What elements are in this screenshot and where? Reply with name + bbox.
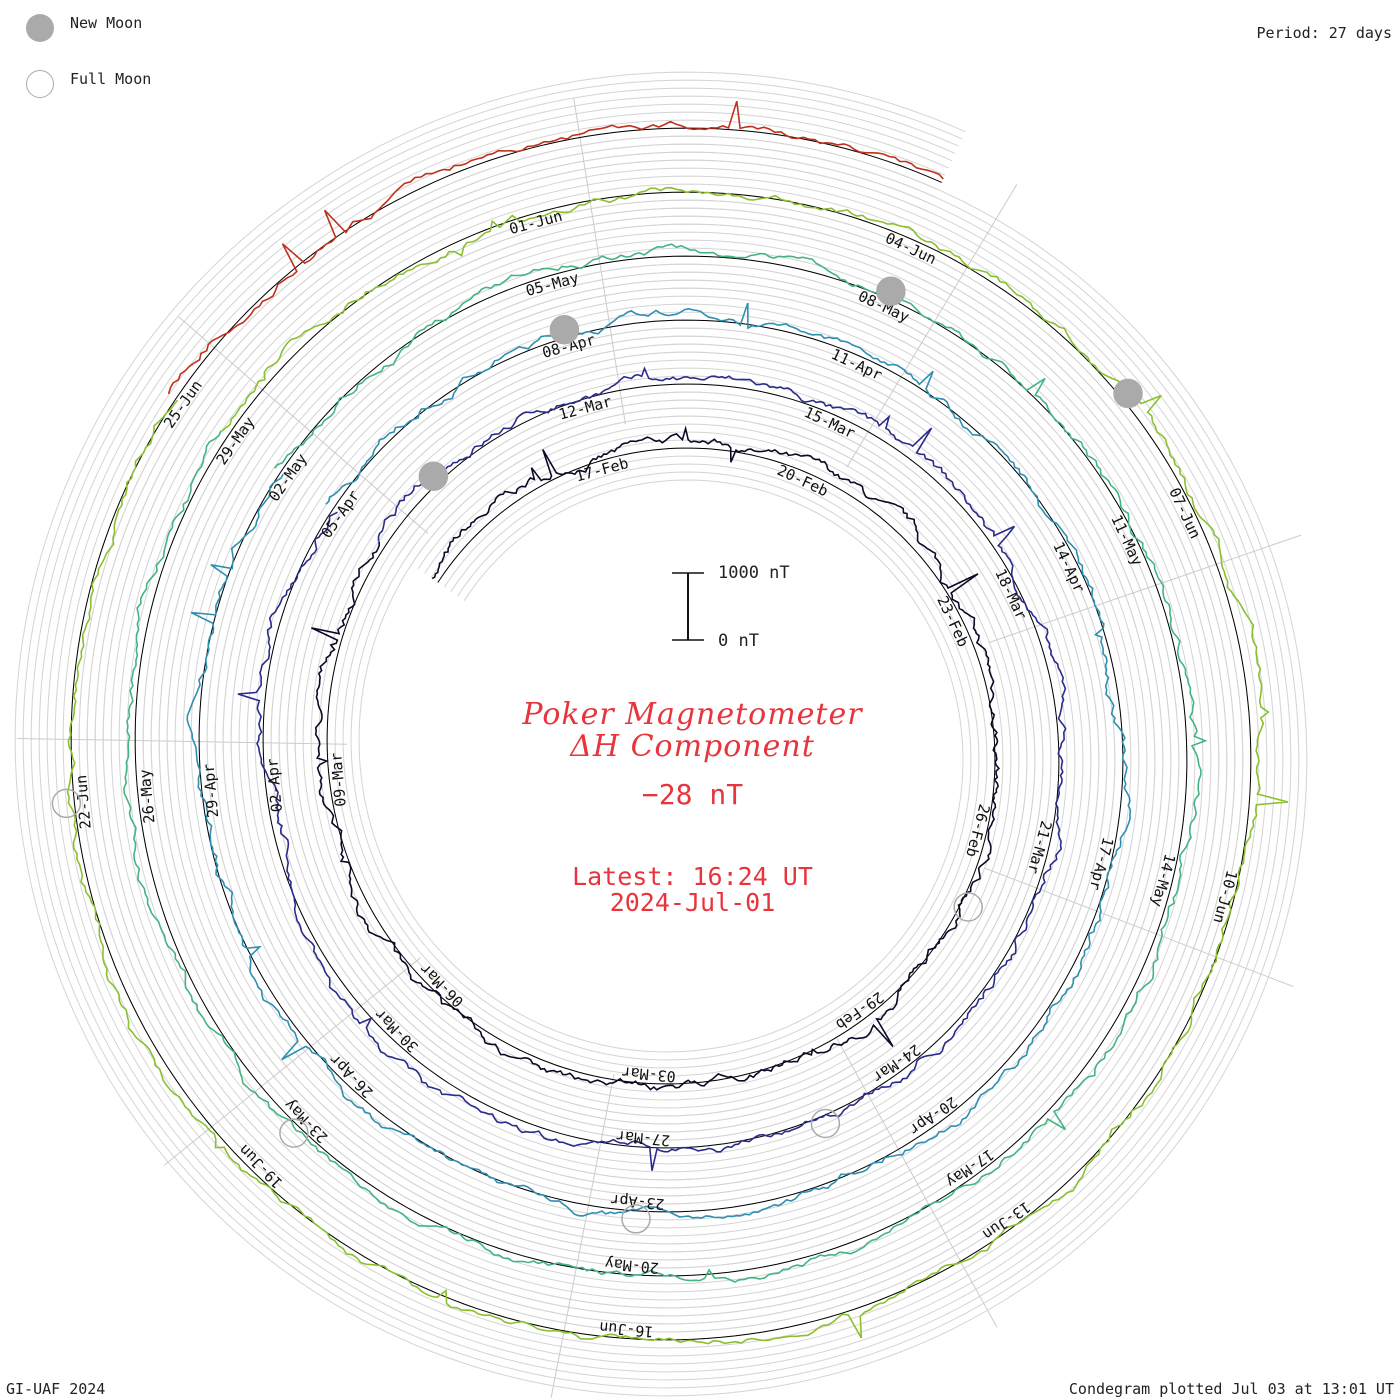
date-label: 11-Apr (828, 345, 885, 384)
date-label: 26-May (136, 769, 159, 825)
date-label: 29-May (213, 413, 259, 468)
series-trace (167, 100, 944, 395)
day-spokes (17, 98, 1302, 1398)
day-spoke (17, 737, 348, 745)
grid-ring (30, 87, 1292, 1381)
date-label: 23-Feb (933, 593, 972, 650)
series-trace (311, 425, 1000, 1091)
chart-subtitle: ΔH Component (570, 729, 815, 764)
date-label: 01-Jun (507, 207, 564, 238)
date-label: 25-Jun (160, 377, 206, 432)
full-moon-marker (953, 892, 983, 922)
legend-new-moon: New Moon (26, 14, 142, 42)
footer-plotted: Condegram plotted Jul 03 at 13:01 UT (1068, 1380, 1394, 1398)
series-trace (186, 302, 1132, 1219)
current-value: −28 nT (641, 778, 744, 811)
date-label: 09-Mar (327, 752, 350, 808)
date-label: 29-Feb (832, 988, 887, 1034)
full-moon-marker (51, 788, 82, 819)
day-spoke (573, 98, 626, 425)
scale-bottom-label: 0 nT (718, 631, 759, 651)
period-label: Period: 27 days (1256, 24, 1392, 42)
full-moon-marker (279, 1118, 309, 1148)
grid-ring (54, 111, 1268, 1357)
series-trace (237, 366, 1067, 1171)
grid-ring (62, 119, 1260, 1349)
date-label: 05-Apr (317, 487, 363, 542)
chart-title: Poker Magnetometer (522, 697, 863, 732)
full-moon-marker (810, 1108, 841, 1139)
scale-bar (672, 572, 704, 641)
new-moon-icon (26, 14, 54, 42)
day-spoke (163, 957, 421, 1166)
day-spoke (550, 1073, 615, 1398)
date-label: 20-May (604, 1254, 660, 1277)
legend-full-moon: Full Moon (26, 70, 151, 98)
data-traces (66, 100, 1289, 1345)
baseline (326, 447, 996, 1085)
new-moon-label: New Moon (70, 14, 143, 32)
series-trace (123, 243, 1208, 1283)
latest-time: Latest: 16:24 UT (572, 862, 813, 891)
day-spoke (178, 316, 429, 534)
grid-ring (46, 103, 1276, 1365)
date-label: 29-Apr (200, 763, 223, 819)
series-trace (66, 186, 1289, 1345)
date-label: 20-Feb (774, 461, 831, 500)
date-label: 16-Jun (598, 1318, 654, 1341)
new-moon-marker (1113, 378, 1143, 409)
day-spoke (846, 184, 1018, 468)
moon-markers (51, 276, 1143, 1234)
date-labels: 17-Feb 20-Feb23-Feb26-Feb29-Feb03-Mar06-M… (72, 207, 1241, 1341)
day-spoke (984, 867, 1294, 987)
date-label: 07-Jun (1165, 485, 1204, 542)
latest-date: 2024-Jul-01 (609, 888, 776, 917)
date-label: 11-May (1107, 512, 1146, 569)
date-label: 13-Jun (979, 1198, 1034, 1244)
grid-ring (38, 95, 1284, 1373)
full-moon-marker (621, 1204, 651, 1234)
full-moon-label: Full Moon (70, 70, 152, 88)
baseline (198, 319, 1124, 1213)
baseline (134, 255, 1188, 1277)
date-label: 02-May (265, 450, 311, 505)
date-label: 04-Jun (882, 229, 939, 268)
date-label: 02-Apr (263, 757, 286, 813)
date-label: 22-Jun (72, 774, 95, 830)
new-moon-marker (876, 276, 906, 306)
scale-top-label: 1000 nT (718, 563, 790, 583)
date-label: 23-Apr (610, 1191, 666, 1214)
day-spoke (836, 1038, 998, 1328)
date-label: 03-Mar (621, 1063, 677, 1086)
footer-credit: GI-UAF 2024 (6, 1380, 106, 1398)
full-moon-icon (26, 70, 54, 98)
date-label: 18-Mar (991, 566, 1030, 623)
date-label: 20-Apr (906, 1093, 961, 1139)
baseline (262, 383, 1060, 1149)
date-label: 27-Mar (615, 1127, 671, 1150)
new-moon-marker (549, 314, 580, 345)
new-moon-marker (418, 461, 449, 492)
grid-ring (22, 79, 1300, 1389)
